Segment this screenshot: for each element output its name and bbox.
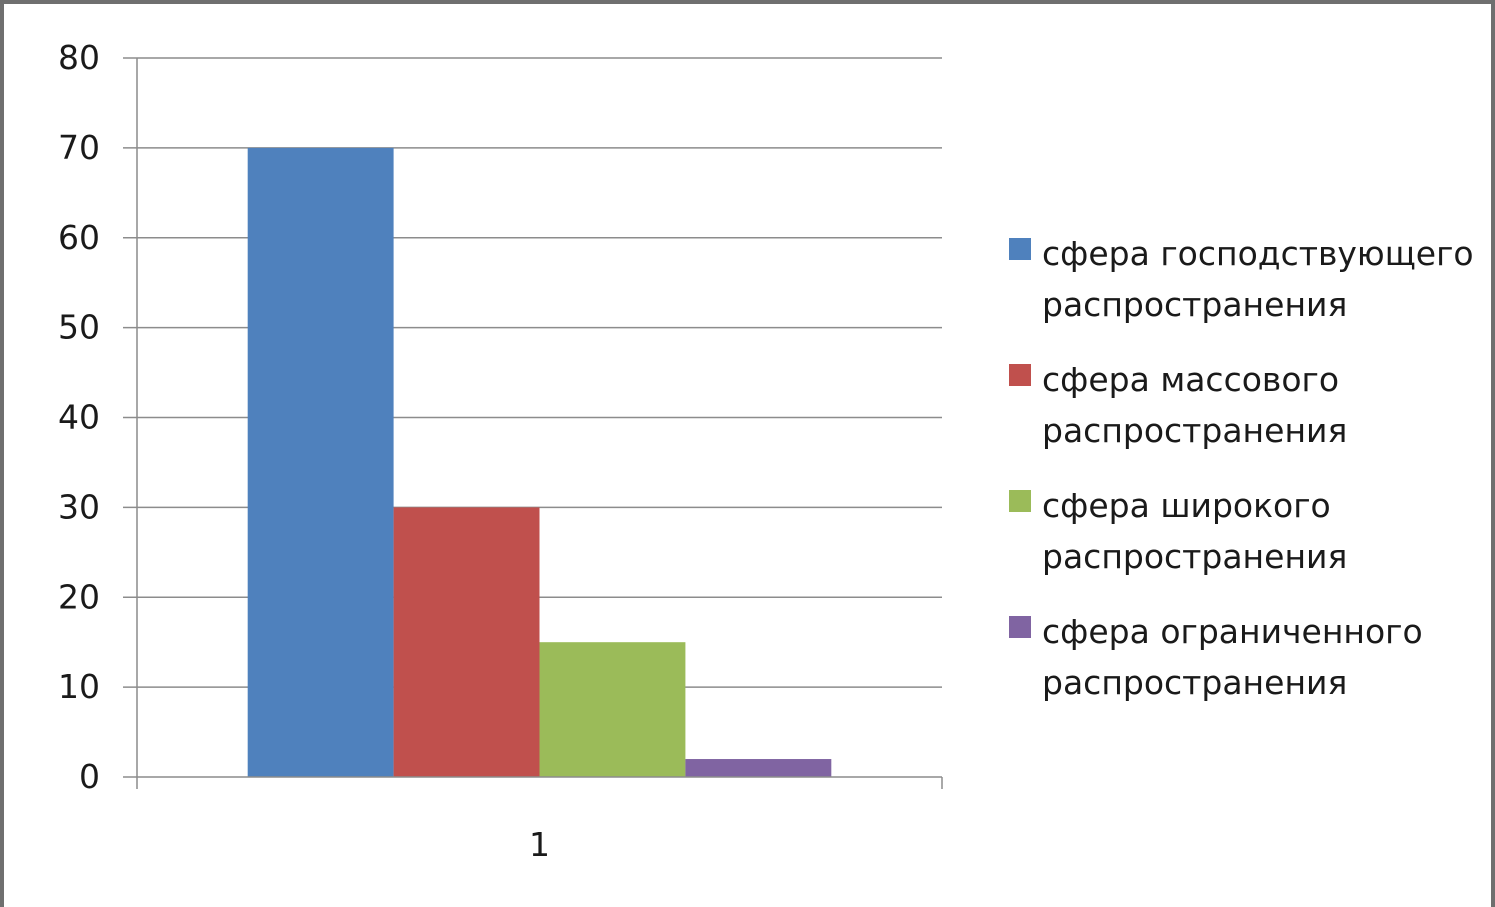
y-tick-label-50: 50 xyxy=(58,308,100,347)
y-tick-label-0: 0 xyxy=(79,757,100,796)
legend-swatch-limited xyxy=(1009,616,1031,638)
y-axis-tick-labels: 0 10 20 30 40 50 60 70 80 xyxy=(58,38,100,796)
y-tick-label-70: 70 xyxy=(58,128,100,167)
y-tick-label-60: 60 xyxy=(58,218,100,257)
y-tick-label-10: 10 xyxy=(58,667,100,706)
legend-label-limited: сфера ограниченного распространения xyxy=(1042,612,1423,702)
legend-label-wide: сфера широкого распространения xyxy=(1042,486,1348,576)
legend-label-mass: сфера массового распространения xyxy=(1042,360,1348,450)
legend-item-wide: сфера широкого распространения xyxy=(1009,480,1489,606)
legend-swatch-mass xyxy=(1009,364,1031,386)
x-axis-tick-labels: 1 xyxy=(529,825,550,864)
legend-swatch-wide xyxy=(1009,490,1031,512)
x-tick-label-0: 1 xyxy=(529,825,550,864)
y-tick-label-20: 20 xyxy=(58,577,100,616)
legend-item-mass: сфера массового распространения xyxy=(1009,354,1489,480)
legend-item-limited: сфера ограниченного распространения xyxy=(1009,606,1489,732)
y-tick-label-30: 30 xyxy=(58,487,100,526)
bar-series-2-cat-0 xyxy=(539,642,686,777)
bar-series-0-cat-0 xyxy=(247,147,394,777)
legend: сфера господствующего распространения сф… xyxy=(1009,228,1489,732)
y-tick-label-80: 80 xyxy=(58,38,100,77)
legend-label-dominant: сфера господствующего распространения xyxy=(1042,234,1474,324)
bar-series-1-cat-0 xyxy=(393,507,540,777)
bar-series-3-cat-0 xyxy=(685,759,832,777)
legend-swatch-dominant xyxy=(1009,238,1031,260)
legend-item-dominant: сфера господствующего распространения xyxy=(1009,228,1489,354)
bars xyxy=(247,147,832,777)
axes xyxy=(123,57,943,789)
y-tick-label-40: 40 xyxy=(58,398,100,437)
